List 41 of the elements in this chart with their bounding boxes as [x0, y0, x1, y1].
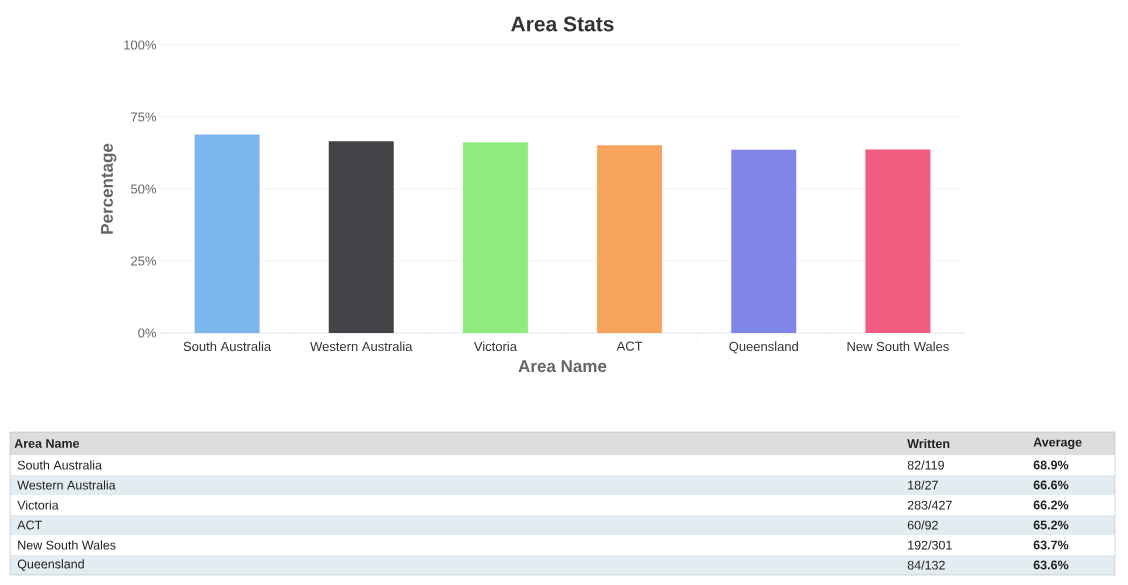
- text: 66.6%: [1033, 480, 1069, 490]
- bar: [328, 141, 394, 333]
- x-tick-label: South Australia: [183, 341, 272, 352]
- text: 68.9%: [1033, 460, 1069, 470]
- x-tick-label: ACT: [616, 341, 643, 351]
- text: Western Australia: [17, 480, 116, 490]
- bar: [731, 149, 797, 333]
- y-tick-label: 25%: [131, 256, 157, 266]
- text: ACT: [17, 520, 42, 530]
- x-axis-title: Area Name: [518, 360, 607, 373]
- x-tick-label: Queensland: [729, 341, 798, 354]
- text: Area Name: [14, 439, 80, 448]
- text: 60/92: [907, 520, 938, 530]
- text: Queensland: [17, 559, 84, 571]
- bar: [462, 142, 528, 333]
- text: 82/119: [907, 460, 944, 470]
- bar: [597, 145, 663, 333]
- text: Average: [1033, 437, 1082, 450]
- text: 63.6%: [1033, 560, 1069, 570]
- text: 18/27: [908, 480, 938, 490]
- text: 283/427: [907, 500, 952, 510]
- chart-title: Area Stats: [511, 16, 614, 32]
- text: Written: [907, 438, 950, 449]
- text: 84/132: [907, 560, 945, 570]
- text: 65.2%: [1033, 520, 1069, 530]
- x-tick-label: Victoria: [473, 341, 517, 352]
- text: 192/301: [908, 540, 952, 550]
- x-tick-label: New South Wales: [847, 341, 949, 352]
- text: Victoria: [17, 500, 59, 510]
- y-tick-label: 50%: [130, 184, 157, 194]
- x-tick-label: Western Australia: [310, 341, 413, 352]
- bar: [194, 134, 260, 333]
- y-tick-label: 75%: [131, 112, 157, 122]
- text: South Australia: [17, 460, 102, 470]
- text: New South Wales: [18, 540, 116, 550]
- y-tick-label: 0%: [138, 328, 157, 338]
- y-tick-label: 100%: [124, 40, 157, 50]
- bar: [865, 149, 931, 333]
- text: 63.7%: [1033, 540, 1069, 550]
- text: 66.2%: [1033, 500, 1069, 510]
- y-axis-title: Percentage: [101, 143, 117, 234]
